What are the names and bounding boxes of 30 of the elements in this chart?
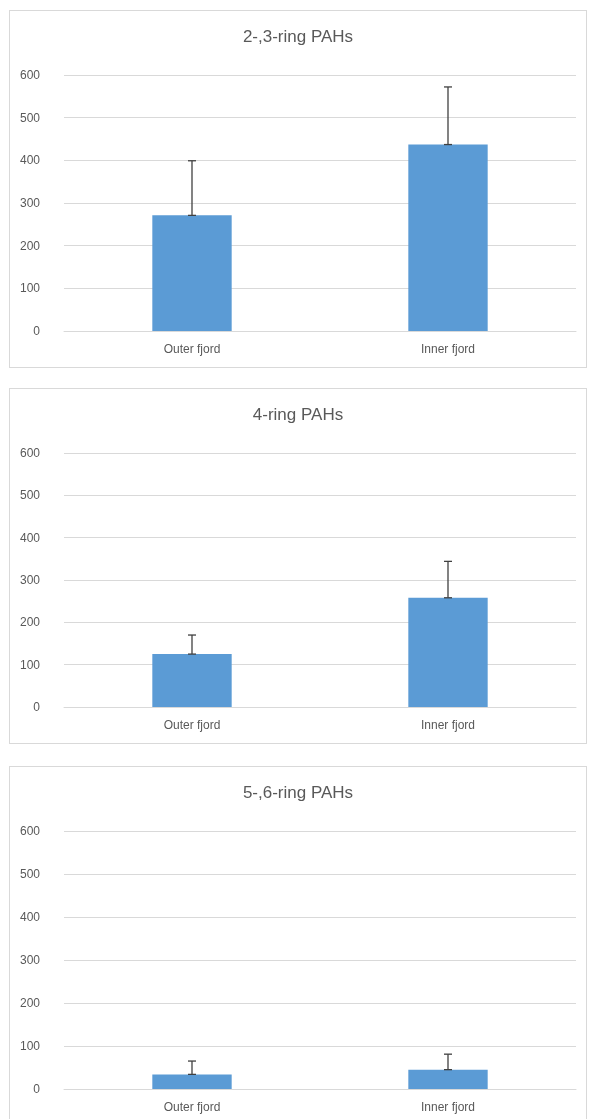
- y-tick-label: 100: [19, 281, 41, 296]
- y-tick-label: 0: [33, 700, 41, 714]
- chart-title: 2-,3-ring PAHs: [242, 27, 354, 46]
- y-tick-label: 400: [19, 910, 41, 924]
- y-tick-label: 400: [19, 153, 41, 168]
- y-tick-label: 100: [19, 1039, 41, 1053]
- y-tick-label: 300: [19, 196, 41, 210]
- y-tick-label: 600: [19, 446, 41, 460]
- x-tick-label: Inner fjord: [420, 1100, 476, 1114]
- y-tick-label: 0: [33, 1082, 41, 1096]
- y-tick-label: 500: [19, 110, 41, 125]
- x-tick-label: Outer fjord: [163, 1100, 221, 1114]
- y-tick-label: 0: [33, 324, 41, 338]
- chart-title: 4-ring PAHs: [252, 405, 344, 424]
- y-tick-label: 400: [19, 530, 41, 545]
- x-tick-label: Inner fjord: [420, 718, 476, 732]
- y-tick-label: 200: [19, 615, 41, 630]
- x-tick-label: Outer fjord: [163, 342, 221, 356]
- y-tick-label: 200: [19, 238, 41, 253]
- y-tick-label: 200: [19, 996, 41, 1010]
- chart-title: 5-,6-ring PAHs: [242, 783, 354, 802]
- x-tick-label: Inner fjord: [420, 342, 476, 356]
- y-tick-label: 500: [19, 867, 41, 881]
- x-tick-label: Outer fjord: [163, 718, 221, 732]
- y-tick-label: 500: [19, 488, 41, 503]
- y-tick-label: 600: [19, 824, 41, 838]
- y-tick-label: 300: [19, 953, 41, 967]
- y-tick-label: 100: [19, 657, 41, 672]
- y-tick-label: 300: [19, 573, 41, 587]
- y-tick-label: 600: [19, 68, 41, 82]
